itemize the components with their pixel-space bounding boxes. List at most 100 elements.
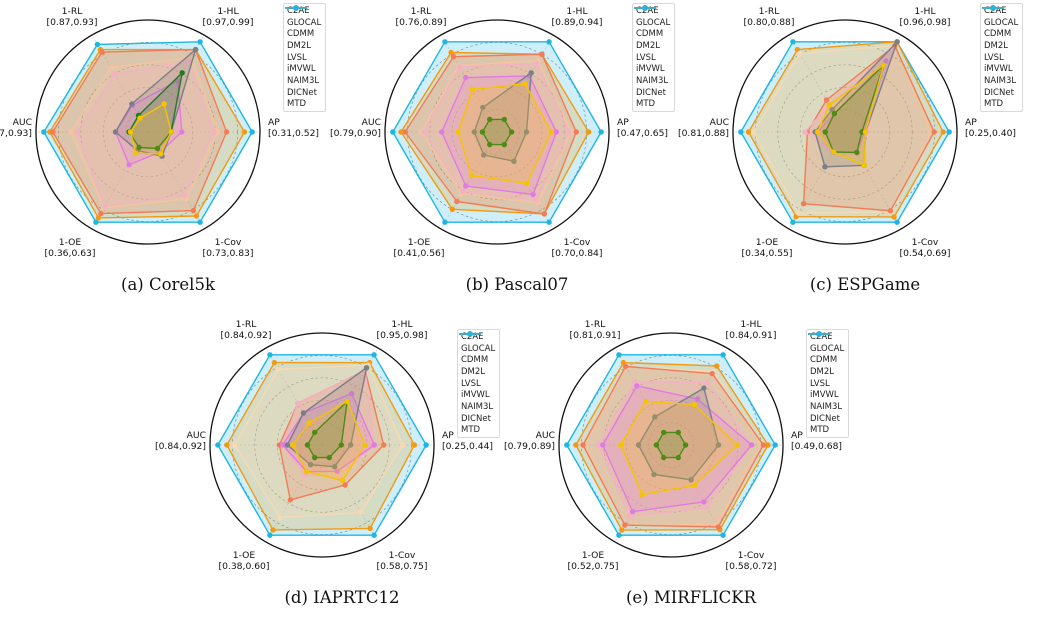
axis-label-1-oe: 1-OE xyxy=(408,237,431,248)
point-naim3l-1-hl xyxy=(528,70,534,76)
axis-range-1-cov: [0.73,0.83] xyxy=(202,248,253,259)
point-c2ae-1-rl xyxy=(469,86,476,93)
point-cdmm-1-oe xyxy=(277,514,283,521)
axis-range-1-oe: [0.36,0.63] xyxy=(44,248,95,259)
point-dm2l-1-rl xyxy=(295,400,301,406)
legend-item-naim3l: NAIM3L xyxy=(982,5,1018,87)
point-imvwl-1-rl xyxy=(487,116,493,123)
axis-label-1-hl: 1-HL xyxy=(217,6,239,17)
point-lvsl-1-cov xyxy=(715,524,721,530)
legend-label: iMVWL xyxy=(810,390,839,401)
point-naim3l-1-cov xyxy=(331,464,338,470)
legend-item-mtd: MTD xyxy=(285,5,321,111)
legend-item-lvsl: LVSL xyxy=(982,5,1018,64)
point-lvsl-ap xyxy=(931,129,937,135)
point-naim3l-ap xyxy=(348,442,354,448)
legend-item-naim3l: NAIM3L xyxy=(459,331,495,413)
point-dm2l-ap xyxy=(566,129,572,135)
point-imvwl-1-oe xyxy=(136,144,142,151)
point-imvwl-1-cov xyxy=(854,149,860,156)
radar-panel-iaprtc12: AP [0.25,0.44] 1-HL [0.95,0.98] 1-RL [0.84,0.… xyxy=(155,313,519,625)
point-naim3l-1-oe xyxy=(651,471,657,478)
point-cdmm-1-rl xyxy=(275,366,281,372)
axis-range-1-rl: [0.81,0.91] xyxy=(569,330,620,341)
axis-range-auc: [0.84,0.92] xyxy=(155,441,206,452)
point-c2ae-ap xyxy=(862,129,869,135)
point-cdmm-auc xyxy=(231,442,238,448)
point-mtd-1-cov xyxy=(720,532,726,538)
point-dicnet-1-oe xyxy=(449,206,456,212)
point-imvwl-1-hl xyxy=(675,429,681,436)
radar-chart-espgame: AP[0.25,0.40] 1-HL[0.96,0.98] 1-RL[0.80,0.… xyxy=(678,6,1016,259)
point-mtd-ap xyxy=(423,442,429,448)
point-lvsl-1-oe xyxy=(800,201,807,207)
point-lvsl-ap xyxy=(381,442,387,448)
legend-item-lvsl: LVSL xyxy=(285,5,321,64)
point-c2ae-auc xyxy=(127,129,134,135)
legend-label: MTD xyxy=(810,425,830,436)
point-glocal-ap xyxy=(553,129,560,135)
legend-item-mtd: MTD xyxy=(634,5,670,111)
point-imvwl-1-cov xyxy=(675,454,681,461)
legend-item-dm2l: DM2L xyxy=(285,5,321,52)
legend-item-mtd: MTD xyxy=(808,331,844,437)
legend-item-dm2l: DM2L xyxy=(982,5,1018,52)
legend-label: iMVWL xyxy=(636,64,665,75)
legend-item-dicnet: DICNet xyxy=(634,5,670,99)
point-dm2l-1-rl xyxy=(456,64,463,70)
axis-range-1-hl: [0.89,0.94] xyxy=(551,17,602,28)
point-dm2l-1-oe xyxy=(460,188,466,194)
point-imvwl-1-rl xyxy=(831,110,838,117)
axis-label-auc: AUC xyxy=(536,430,555,441)
point-c2ae-1-rl xyxy=(826,102,832,108)
legend-label: iMVWL xyxy=(984,64,1013,75)
legend-marker xyxy=(816,331,822,337)
axis-range-ap: [0.31,0.52] xyxy=(268,128,319,139)
point-mtd-ap xyxy=(946,129,952,135)
axis-spoke-1-oe xyxy=(440,131,498,230)
point-dicnet-1-cov xyxy=(193,213,200,219)
point-mtd-1-hl xyxy=(546,39,552,45)
point-naim3l-1-oe xyxy=(307,462,314,468)
point-cdmm-1-rl xyxy=(108,65,114,71)
point-c2ae-1-hl xyxy=(344,398,350,405)
legend-item-mtd: MTD xyxy=(459,331,495,437)
axis-label-ap: AP xyxy=(442,430,454,441)
axis-label-1-oe: 1-OE xyxy=(582,550,605,561)
legend-label: iMVWL xyxy=(287,64,316,75)
caption-espgame: (c) ESPGame xyxy=(809,275,921,294)
point-dicnet-ap xyxy=(586,129,592,135)
point-mtd-1-oe xyxy=(790,219,796,225)
point-glocal-auc xyxy=(439,129,445,135)
point-naim3l-auc xyxy=(471,129,477,135)
axis-range-auc: [0.79,0.90] xyxy=(330,128,381,139)
legend-label: C2AE xyxy=(984,5,1007,16)
axis-label-1-hl: 1-HL xyxy=(914,6,936,17)
point-c2ae-1-oe xyxy=(830,149,837,155)
point-c2ae-ap xyxy=(168,129,174,135)
legend-item-imvwl: iMVWL xyxy=(982,5,1018,75)
point-mtd-1-rl xyxy=(267,352,273,358)
point-mtd-1-rl xyxy=(790,39,796,45)
point-lvsl-ap xyxy=(573,129,579,135)
point-mtd-auc xyxy=(390,129,396,135)
point-dicnet-1-oe xyxy=(95,215,102,221)
axis-label-ap: AP xyxy=(268,117,280,128)
axis-label-ap: AP xyxy=(791,430,803,441)
point-lvsl-1-rl xyxy=(99,49,105,55)
point-imvwl-auc xyxy=(304,442,311,448)
point-lvsl-1-hl xyxy=(709,370,715,377)
legend-swatch-mtd xyxy=(808,331,830,337)
point-c2ae-1-oe xyxy=(303,469,310,475)
point-dicnet-auc xyxy=(224,442,230,448)
point-naim3l-ap xyxy=(523,129,530,135)
legend-espgame: C2AE GLOCAL CDMM DM2L LVSL iMVWL NAIM3L DICNet M… xyxy=(980,3,1024,113)
point-dicnet-ap xyxy=(940,129,946,135)
legend-label: LVSL xyxy=(287,52,307,63)
point-cdmm-1-rl xyxy=(796,50,803,57)
point-lvsl-1-cov xyxy=(887,208,894,214)
point-naim3l-1-hl xyxy=(192,46,199,53)
axis-label-1-hl: 1-HL xyxy=(566,6,588,17)
point-imvwl-ap xyxy=(338,442,344,448)
legend-label: iMVWL xyxy=(461,390,490,401)
